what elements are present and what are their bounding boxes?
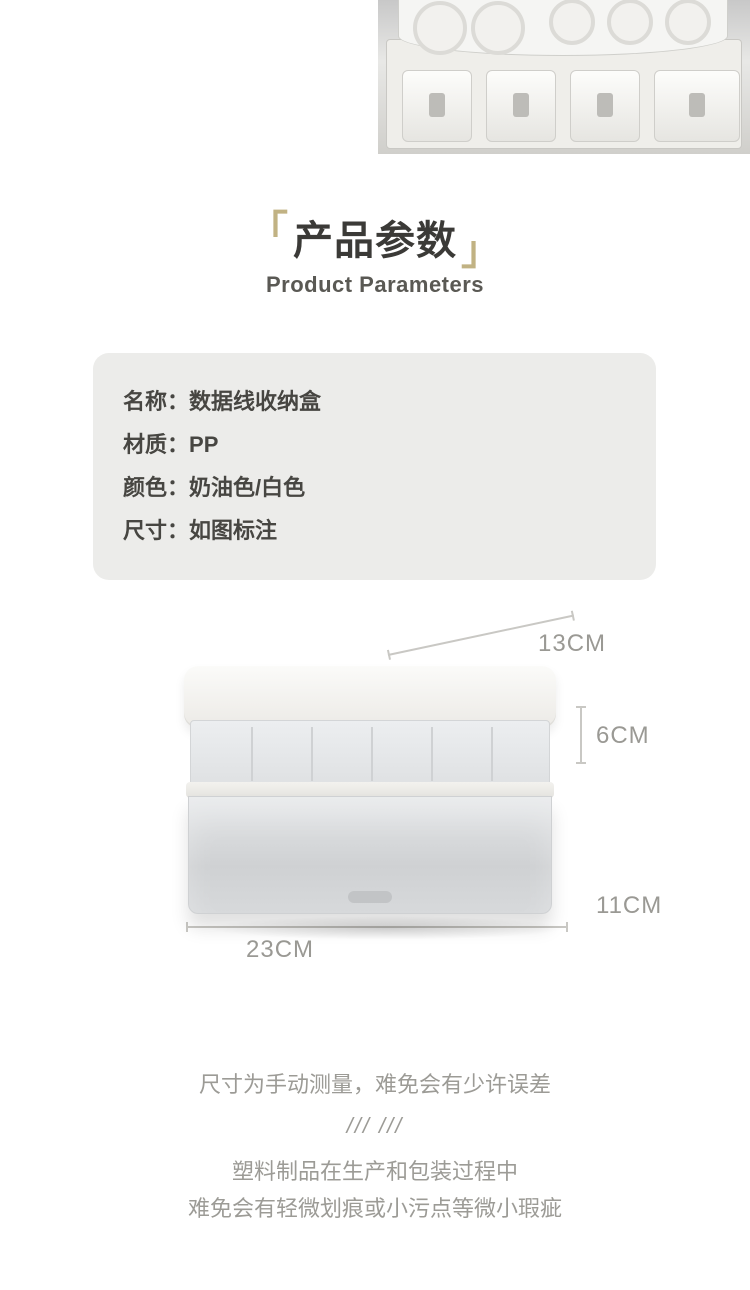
product-lid [184,666,556,728]
heading-zh: 「产品参数」 [0,208,750,266]
dimension-upper-height: 6CM [596,722,650,750]
param-label: 材质： [123,432,189,457]
dimension-side-depth: 11CM [596,892,662,920]
dimension-guide-line [580,706,582,764]
disclaimer-block: 尺寸为手动测量，难免会有少许误差 /// /// 塑料制品在生产和包装过程中 难… [0,1066,750,1228]
divider-icon [311,727,313,781]
param-label: 名称： [123,389,189,414]
heading-zh-text: 产品参数 [293,219,457,263]
bracket-right: 」 [457,229,506,273]
param-row-size: 尺寸：如图标注 [123,510,626,553]
param-row-material: 材质：PP [123,424,626,467]
charger-plug-icon [486,70,556,142]
product-dimension-figure: 13CM 6CM 11CM 23CM [0,630,750,1000]
charger-plug-icon [570,70,640,142]
disclaimer-line-3: 难免会有轻微划痕或小污点等微小瑕疵 [0,1190,750,1227]
param-value: PP [189,432,218,457]
hero-photo-crop [378,0,750,154]
floor-shadow [206,916,566,940]
param-value: 奶油色/白色 [189,475,305,500]
charger-plug-icon [402,70,472,142]
divider-icon [371,727,373,781]
param-label: 颜色： [123,475,189,500]
param-label: 尺寸： [123,518,189,543]
param-value: 如图标注 [189,518,277,543]
product-lower-compartment [188,796,552,914]
section-heading: 「产品参数」 Product Parameters [0,208,750,298]
photo-cable-row [398,0,728,56]
disclaimer-line-1: 尺寸为手动测量，难免会有少许误差 [0,1066,750,1103]
bracket-left: 「 [244,209,293,253]
param-row-color: 颜色：奶油色/白色 [123,467,626,510]
cable-coil-icon [549,0,595,45]
divider-icon [491,727,493,781]
cable-coil-icon [607,0,653,45]
disclaimer-separator: /// /// [0,1107,750,1144]
parameters-card: 名称：数据线收纳盒 材质：PP 颜色：奶油色/白色 尺寸：如图标注 [93,353,656,580]
heading-en: Product Parameters [0,272,750,298]
param-value: 数据线收纳盒 [189,389,321,414]
cable-coil-icon [665,0,711,45]
disclaimer-line-2: 塑料制品在生产和包装过程中 [0,1153,750,1190]
dimension-depth-top: 13CM [538,630,606,658]
charger-plug-icon [654,70,740,142]
dimension-width: 23CM [246,936,314,964]
product-render [176,666,574,922]
divider-icon [251,727,253,781]
divider-icon [431,727,433,781]
param-row-name: 名称：数据线收纳盒 [123,381,626,424]
product-upper-compartment [190,720,550,786]
pull-notch-icon [348,891,392,903]
